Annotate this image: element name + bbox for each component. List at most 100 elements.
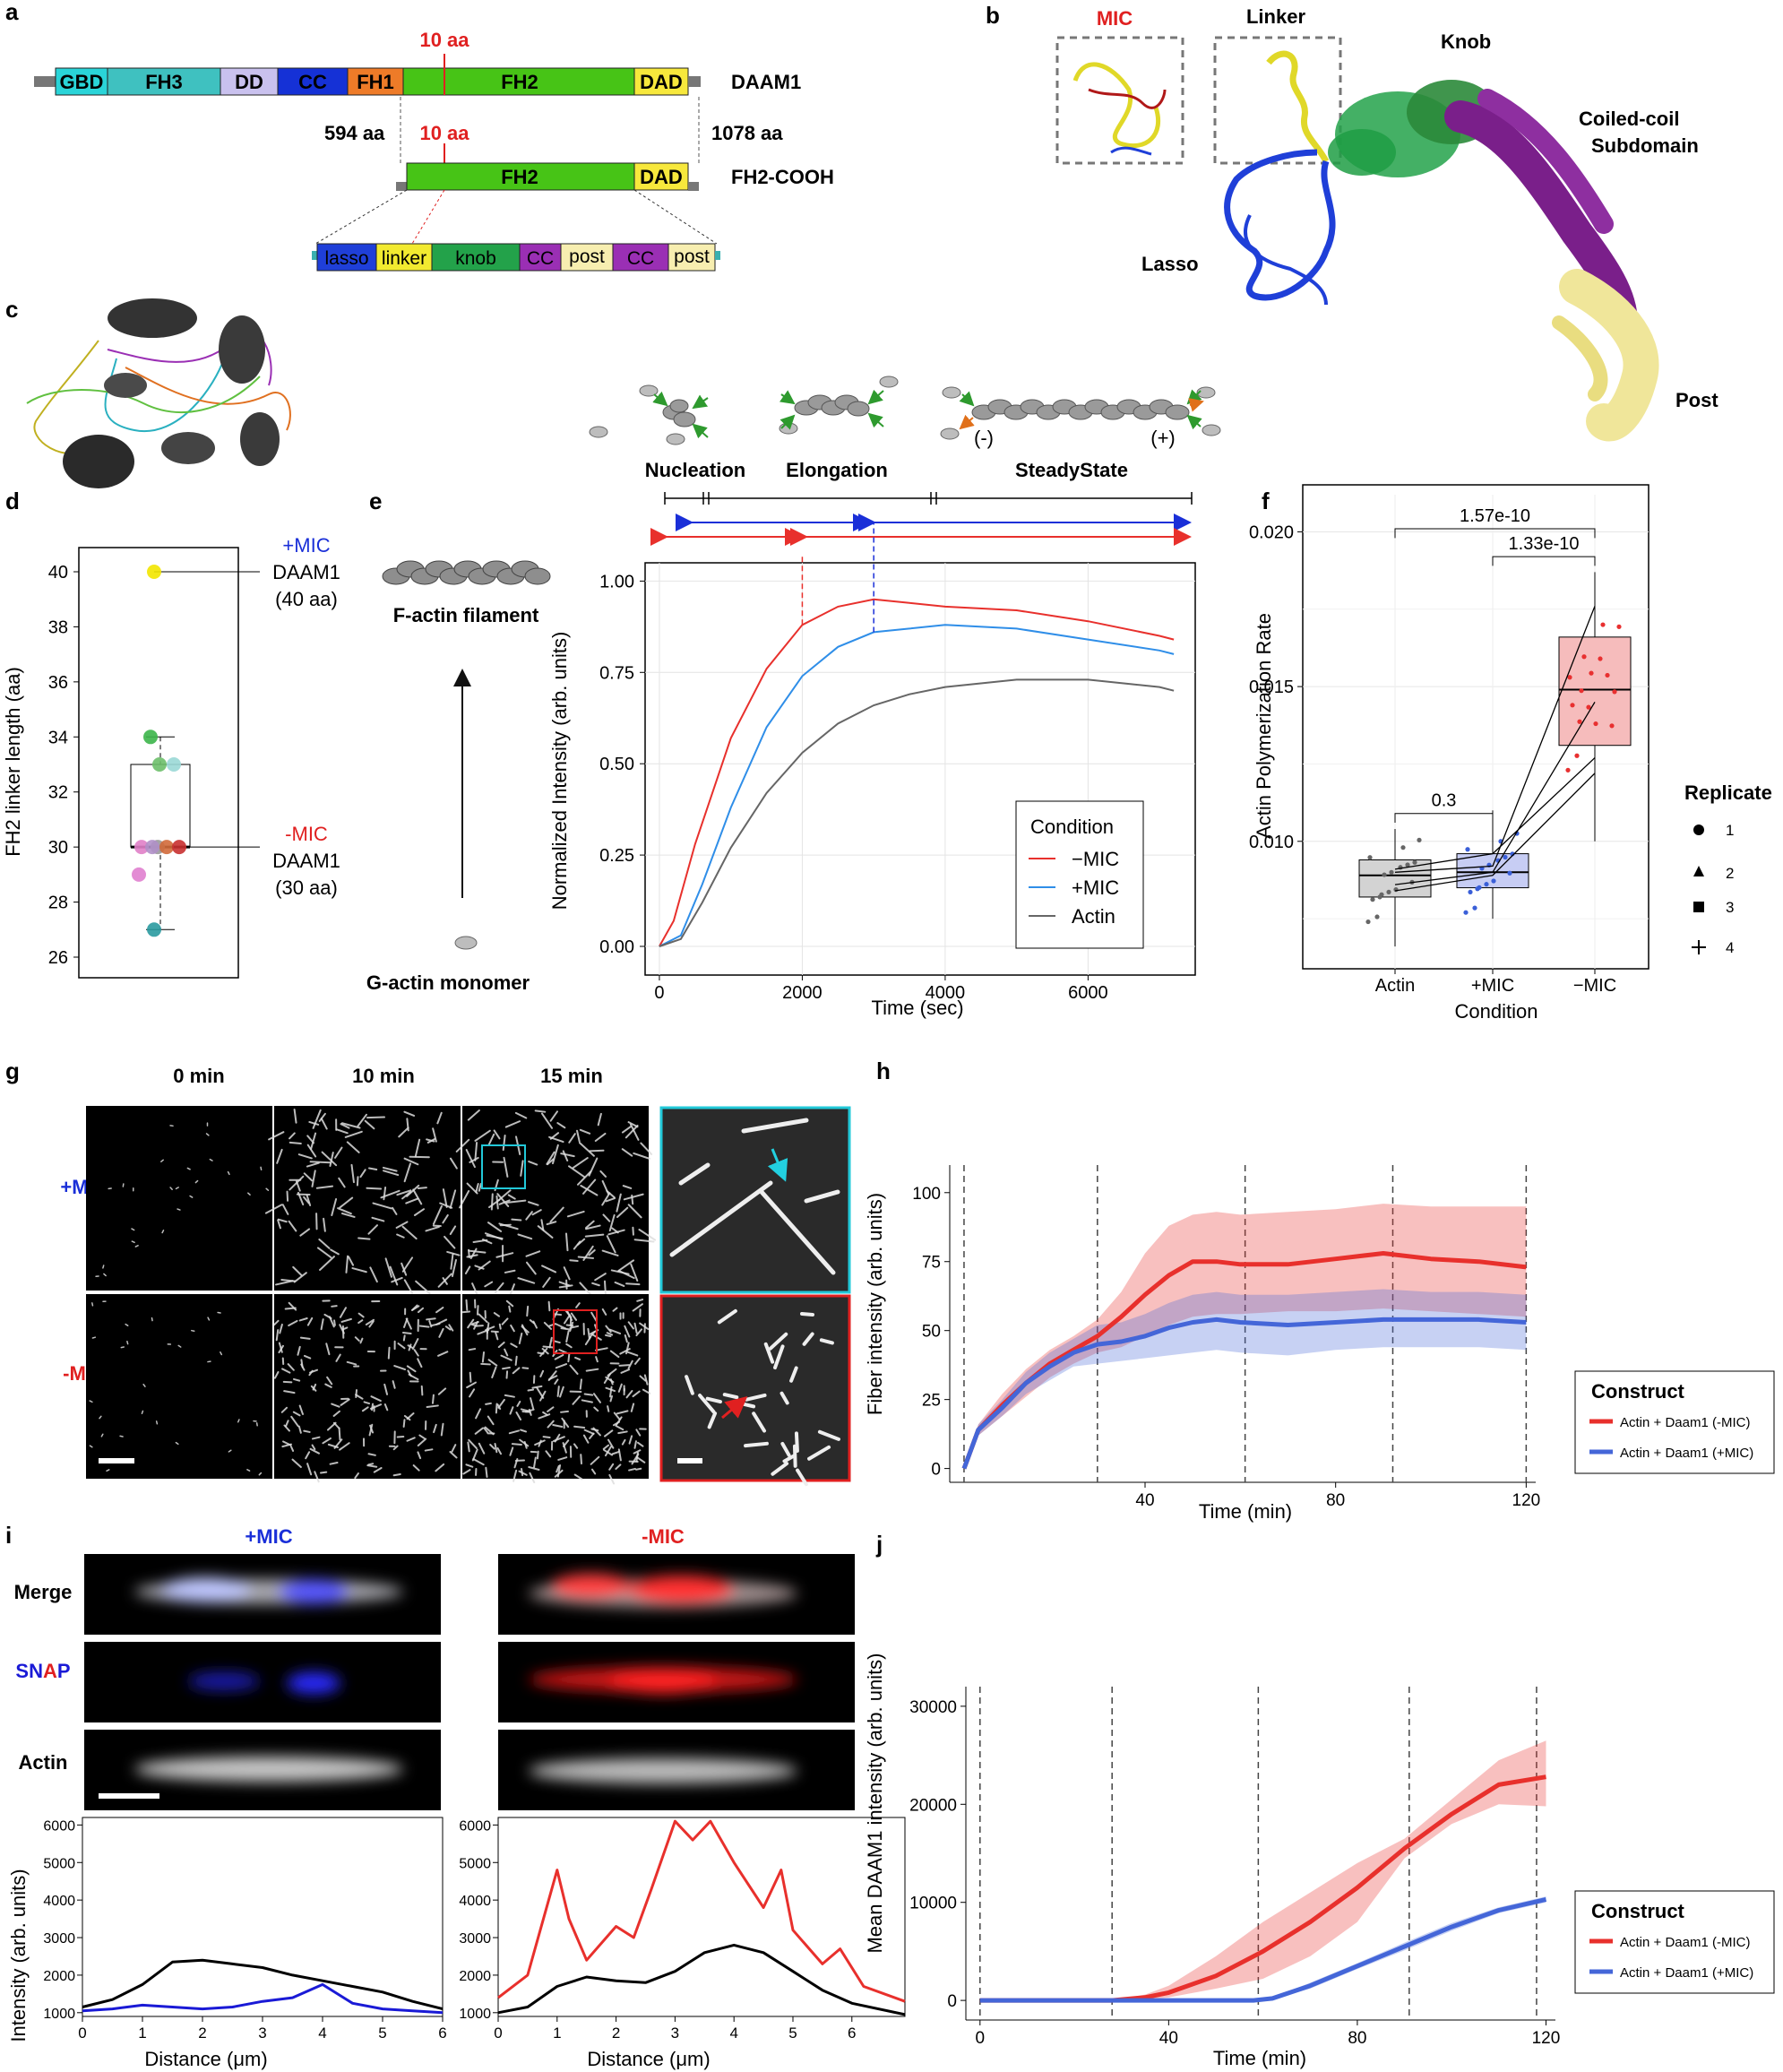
d-point — [132, 867, 146, 882]
filament — [189, 1195, 194, 1198]
filament — [359, 1337, 364, 1344]
mic-loop — [1088, 88, 1167, 109]
e-ytick-label: 0.25 — [599, 846, 634, 866]
filament — [392, 1206, 398, 1215]
filament — [411, 1338, 419, 1350]
filament — [624, 1342, 630, 1355]
filament — [468, 1438, 478, 1449]
filament — [567, 1352, 571, 1363]
filament — [555, 1323, 567, 1330]
inset-filament — [817, 1429, 840, 1441]
filament — [613, 1412, 621, 1420]
filament — [348, 1256, 355, 1266]
panel-e-grid: 0 2000 4000 6000 0.00 0.25 0.50 0.75 1.00 — [599, 563, 1195, 1003]
panel-j-legend: Construct Actin + Daam1 (-MIC) Actin + D… — [1574, 1890, 1775, 1994]
replicate-3: 3 — [1726, 899, 1734, 916]
filament — [619, 1348, 631, 1355]
filament — [549, 1132, 560, 1140]
filament — [403, 1162, 411, 1183]
filament — [612, 1307, 618, 1312]
filament — [485, 1402, 492, 1405]
f-jitter-point — [1574, 753, 1580, 758]
filament — [175, 1441, 179, 1446]
f-jitter-point — [1579, 688, 1584, 694]
filament — [186, 1167, 191, 1170]
inset-filament — [705, 1396, 722, 1404]
inset-filament — [741, 1118, 809, 1134]
filament — [607, 1438, 615, 1449]
filament — [403, 1110, 416, 1117]
filament — [559, 1386, 564, 1398]
filament — [396, 1189, 412, 1196]
inset-filament — [717, 1308, 737, 1325]
filament — [495, 1282, 504, 1293]
filament — [106, 1469, 110, 1472]
filament — [474, 1427, 484, 1435]
filament — [373, 1467, 383, 1473]
filament — [630, 1263, 639, 1282]
filament — [556, 1386, 560, 1397]
legend-actin: Actin — [1072, 905, 1115, 928]
filament — [340, 1398, 350, 1406]
filament — [513, 1458, 519, 1469]
filament — [281, 1204, 289, 1215]
filament — [603, 1448, 614, 1456]
filament — [335, 1128, 349, 1135]
filament — [310, 1385, 317, 1392]
filament — [601, 1179, 609, 1196]
filament — [504, 1348, 509, 1357]
filament — [323, 1313, 332, 1320]
filament — [474, 1129, 491, 1142]
filament — [318, 1239, 331, 1249]
panel-a-domain-diagram: GBD FH3 DD CC FH1 FH2 DAD 10 aa DAAM1 59… — [34, 29, 834, 272]
f-jitter-point — [1386, 889, 1391, 895]
filament — [438, 1327, 444, 1338]
inset-minus — [659, 1294, 851, 1482]
filament — [428, 1320, 433, 1328]
filament — [331, 1198, 338, 1216]
inset-filament — [789, 1366, 798, 1383]
f-xtick-label: −MIC — [1573, 976, 1616, 996]
panel-f-plot: 0.010 0.015 0.020 1.57e-10 1.33e-10 0.3 Actin +… — [1249, 495, 1649, 996]
f-jitter-point — [1589, 670, 1594, 676]
filament — [595, 1347, 608, 1351]
filament — [364, 1119, 375, 1130]
len-40: (40 aa) — [275, 588, 338, 610]
filament — [576, 1170, 592, 1186]
filament — [425, 1226, 440, 1232]
filament — [331, 1403, 340, 1408]
filament — [602, 1213, 611, 1222]
filament — [246, 1469, 251, 1472]
f-jitter-point — [1405, 862, 1410, 868]
filament — [609, 1350, 620, 1359]
panel-h-ylabel: Fiber intensity (arb. units) — [864, 1193, 886, 1415]
filament — [555, 1363, 568, 1369]
filament — [568, 1133, 576, 1144]
filament — [131, 1228, 135, 1231]
filament — [275, 1329, 280, 1342]
filament — [387, 1346, 391, 1360]
filament — [633, 1152, 650, 1160]
filament — [323, 1217, 326, 1232]
legend-title: Condition — [1030, 816, 1114, 838]
filament — [298, 1317, 308, 1322]
h-plot-band-0 — [964, 1204, 1527, 1469]
panel-label-b: b — [986, 2, 1000, 29]
filament — [370, 1395, 382, 1403]
filament — [413, 1208, 425, 1216]
panel-e-xlabel: Time (sec) — [871, 997, 963, 1019]
filament — [371, 1216, 385, 1222]
filament — [469, 1388, 476, 1398]
filament — [639, 1375, 647, 1382]
filament — [465, 1299, 469, 1311]
label-subdomain: Subdomain — [1591, 134, 1699, 157]
panel-j-xlabel: Time (min) — [1213, 2047, 1306, 2069]
filament — [471, 1282, 479, 1298]
f-jitter-point — [1605, 672, 1610, 678]
inset-filament — [804, 1189, 840, 1204]
filament — [478, 1442, 486, 1455]
filament — [451, 1444, 457, 1453]
panel-label-j: j — [875, 1531, 883, 1558]
filament — [265, 1187, 270, 1191]
filament — [573, 1425, 586, 1429]
